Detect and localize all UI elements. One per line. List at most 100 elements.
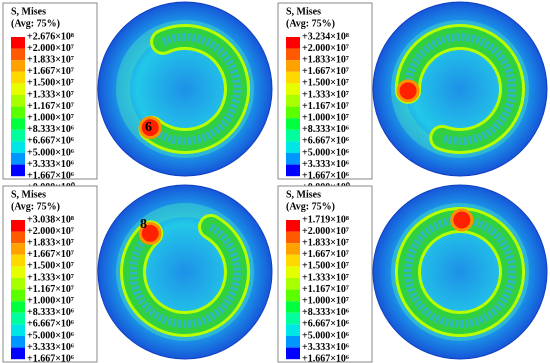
legend-label: +1.000×10⁷ bbox=[302, 295, 349, 306]
legend-label: +8.333×10⁶ bbox=[302, 307, 349, 318]
legend-label: +1.333×10⁷ bbox=[302, 89, 349, 100]
legend-swatch bbox=[11, 278, 25, 290]
legend-swatch bbox=[11, 301, 25, 313]
legend-swatch bbox=[286, 301, 300, 313]
legend-swatch bbox=[286, 129, 300, 142]
legend-swatch bbox=[11, 336, 25, 348]
legend-label: +1.719×10⁸ bbox=[302, 214, 349, 225]
legend-swatch bbox=[11, 106, 25, 119]
legend-label: +5.000×10⁶ bbox=[27, 147, 74, 158]
stress-peak bbox=[450, 208, 474, 232]
legend-swatch bbox=[286, 83, 300, 95]
legend-label: +8.333×10⁶ bbox=[27, 307, 74, 318]
legend-title: S, Mises bbox=[11, 6, 46, 17]
legend-label: +8.333×10⁶ bbox=[302, 124, 349, 135]
panel-label: 8 bbox=[140, 217, 147, 232]
legend-label: +1.667×10⁷ bbox=[302, 249, 349, 260]
legend-swatch bbox=[11, 48, 25, 61]
legend-swatch bbox=[286, 243, 300, 255]
legend-title: S, Mises bbox=[11, 189, 46, 200]
legend-label: +2.000×10⁷ bbox=[27, 226, 74, 237]
legend-swatch bbox=[286, 106, 300, 119]
legend-swatch bbox=[286, 118, 300, 130]
legend-label: +3.038×10⁸ bbox=[27, 214, 74, 225]
legend-label: +1.167×10⁷ bbox=[302, 101, 349, 112]
legend-swatch bbox=[286, 141, 300, 153]
legend-label: +2.000×10⁷ bbox=[27, 43, 74, 54]
legend-swatch bbox=[11, 164, 25, 177]
legend-swatch bbox=[286, 266, 300, 278]
legend-swatch bbox=[286, 153, 300, 165]
legend-swatch bbox=[286, 336, 300, 348]
legend-label: +3.234×10⁸ bbox=[302, 31, 349, 42]
legend-label: +2.000×10⁷ bbox=[302, 43, 349, 54]
legend-label: +1.500×10⁷ bbox=[302, 261, 349, 272]
legend-label: +1.667×10⁶ bbox=[27, 170, 74, 181]
legend-swatch bbox=[11, 95, 25, 107]
legend-swatch bbox=[11, 60, 25, 72]
legend-label: +3.333×10⁶ bbox=[27, 342, 74, 353]
legend-swatch bbox=[286, 95, 300, 107]
legend-label: +1.667×10⁶ bbox=[27, 353, 74, 363]
legend-label: +3.333×10⁶ bbox=[302, 159, 349, 170]
legend-swatch bbox=[11, 243, 25, 255]
legend-label: +1.333×10⁷ bbox=[27, 89, 74, 100]
legend-swatch bbox=[11, 347, 25, 360]
legend-swatch bbox=[11, 141, 25, 153]
legend-label: +1.833×10⁷ bbox=[27, 237, 74, 248]
legend-swatch bbox=[286, 312, 300, 325]
legend-label: +1.167×10⁷ bbox=[302, 284, 349, 295]
legend-swatch bbox=[286, 347, 300, 360]
legend-swatch bbox=[286, 324, 300, 336]
legend-label: +1.667×10⁷ bbox=[27, 249, 74, 260]
ring-core bbox=[149, 33, 241, 145]
legend-label: +1.667×10⁶ bbox=[302, 353, 349, 363]
legend-label: +2.676×10⁸ bbox=[27, 31, 74, 42]
legend-subtitle: (Avg: 75%) bbox=[286, 18, 335, 29]
legend-label: +1.167×10⁷ bbox=[27, 284, 74, 295]
legend-label: +1.000×10⁷ bbox=[302, 112, 349, 123]
legend-label: +6.667×10⁶ bbox=[27, 319, 74, 330]
legend-label: +6.667×10⁶ bbox=[302, 136, 349, 147]
legend-swatch bbox=[11, 324, 25, 336]
legend-label: +6.667×10⁶ bbox=[302, 319, 349, 330]
legend-swatch bbox=[286, 71, 300, 84]
legend-label: +1.000×10⁷ bbox=[27, 295, 74, 306]
legend-label: +6.667×10⁶ bbox=[27, 136, 74, 147]
legend-swatch bbox=[11, 220, 25, 232]
legend-label: +1.833×10⁷ bbox=[302, 237, 349, 248]
legend-swatch bbox=[11, 37, 25, 49]
legend-swatch bbox=[286, 60, 300, 72]
legend-swatch bbox=[286, 278, 300, 290]
legend-swatch bbox=[11, 71, 25, 84]
legend-label: +1.667×10⁶ bbox=[302, 170, 349, 181]
legend-swatch bbox=[11, 254, 25, 267]
legend-label: +1.333×10⁷ bbox=[27, 272, 74, 283]
legend-label: +1.500×10⁷ bbox=[27, 261, 74, 272]
stress-peak bbox=[138, 116, 162, 140]
legend-label: +3.333×10⁶ bbox=[302, 342, 349, 353]
legend-label: +8.333×10⁶ bbox=[27, 124, 74, 135]
legend-swatch bbox=[286, 48, 300, 61]
legend-swatch bbox=[11, 266, 25, 278]
legend-label: +5.000×10⁶ bbox=[302, 147, 349, 158]
legend-swatch bbox=[286, 37, 300, 49]
legend-label: +5.000×10⁶ bbox=[302, 330, 349, 341]
ring-core bbox=[129, 223, 241, 328]
legend-label: +1.500×10⁷ bbox=[27, 78, 74, 89]
legend-swatch bbox=[11, 231, 25, 244]
legend-swatch bbox=[286, 254, 300, 267]
legend-label: +3.333×10⁶ bbox=[27, 159, 74, 170]
legend-swatch bbox=[11, 118, 25, 130]
legend-label: +1.667×10⁷ bbox=[302, 66, 349, 77]
legend-label: +1.000×10⁷ bbox=[27, 112, 74, 123]
panel-label: 6 bbox=[145, 120, 152, 135]
legend-label: +1.500×10⁷ bbox=[302, 78, 349, 89]
legend-label: +1.833×10⁷ bbox=[302, 54, 349, 65]
legend-subtitle: (Avg: 75%) bbox=[11, 18, 60, 29]
legend-subtitle: (Avg: 75%) bbox=[11, 201, 60, 212]
legend-swatch bbox=[11, 129, 25, 142]
legend-swatch bbox=[11, 83, 25, 95]
stress-peak bbox=[138, 221, 162, 245]
